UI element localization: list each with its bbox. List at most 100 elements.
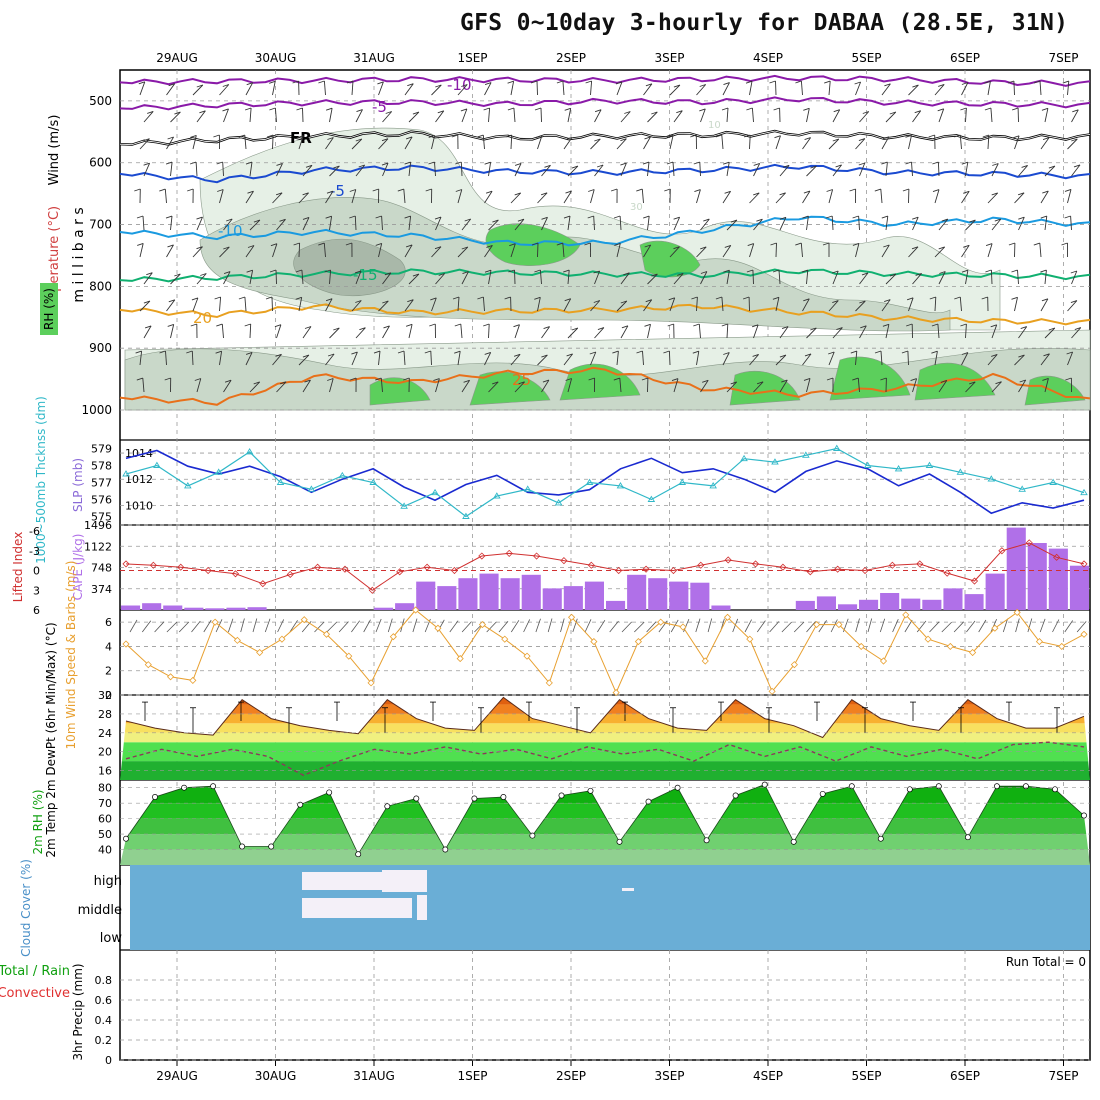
wind-barb [987,192,999,204]
wind-barb [143,163,151,177]
wind-barb [484,82,492,96]
thickness-point [122,470,130,477]
wind-speed-point [412,606,420,614]
wind-barb [775,242,777,258]
surface-wind-barb [1002,618,1008,633]
wind-barb-flag [247,245,255,248]
wind-barb-flag [530,80,538,84]
wind-barb [245,352,253,366]
wind-barb-flag [215,350,222,354]
thickness-point [431,488,439,496]
wind-barb-flag [437,110,444,114]
wind-barb-flag [991,192,998,196]
wind-speed-point [701,657,709,665]
wind-barb-flag [1048,327,1055,331]
wind-barb [408,273,420,285]
wind-barb-flag [702,379,709,383]
wind-barb-flag [355,138,362,142]
cape-bar [542,588,562,610]
wind-barb-flag [803,107,810,111]
wind-barb [378,300,389,312]
wind-barb [828,351,835,366]
wind-barb [1014,192,1025,204]
rh-point [123,835,129,842]
wind-barb [567,216,571,231]
lifted-index-point [149,561,157,569]
wind-barb-flag [881,161,888,165]
wind-barb-flag [564,107,571,111]
rh-point [558,792,565,799]
surface-wind-barb [141,620,152,633]
wind-barb-flag [302,354,310,358]
lifted-index-point [615,566,623,575]
wind-barb [802,298,810,312]
wind-barb-flag [245,351,253,355]
wind-barb-flag [189,161,197,165]
wind-barb-flag [644,323,651,327]
wind-barb [431,297,437,312]
wind-barb-flag [397,350,405,354]
isotherm-line--10b [119,215,1091,247]
wind-barb [272,192,283,204]
wind-speed-point [122,640,130,648]
wind-barb [594,270,601,285]
wind-barb [696,189,701,204]
pressure-axis-label: m i l l i b a r s [71,207,87,302]
wind-barb [249,162,253,177]
lifted-index-point [1053,553,1061,561]
wind-barb [673,273,684,285]
wind-barb-flag [781,326,789,330]
wind-barb [590,189,595,204]
wind-barb-flag [238,134,245,138]
wind-barb [1017,269,1019,285]
wind-barb-flag [858,138,866,142]
date-label-bottom: 6SEP [950,1069,980,1083]
wind-speed-point [813,621,821,629]
wind-barb-flag [937,108,944,112]
wind-barb-flag [938,83,945,87]
wind-barb-flag [636,350,643,354]
wind-barb [775,297,780,312]
wind-barb-flag [451,134,458,138]
wind-barb-flag [302,192,309,196]
wind-barb [934,189,940,204]
surface-wind-barb [634,621,645,633]
wind-barb-flag [584,242,591,246]
wind-barb-flag [1017,192,1025,196]
lifted-index-point [861,566,869,575]
wind-barb-flag [742,296,750,300]
wind-barb-flag [137,242,144,246]
surface-wind-barb [498,620,509,633]
rh-point [355,851,362,858]
cape-bar [943,588,963,610]
lifted-index-point [478,552,486,560]
wind-barb [539,269,542,285]
wind-barb-flag [1018,216,1025,220]
wind-barb [726,107,729,123]
thickness-point [554,499,563,506]
wind-barb-flag [828,351,835,355]
wind-barb-flag [801,269,808,273]
wind-speed-point [612,689,620,697]
wind-barb-flag [961,82,969,85]
pressure-tick-label: 700 [89,218,112,232]
wind-barb [166,136,174,150]
lifted-index-point [341,565,349,573]
contour-label: FR [290,129,312,147]
wind-barb-flag [381,138,389,142]
wind-barb-flag [304,379,311,383]
wind-barb [669,84,681,96]
wind-barb [908,135,912,150]
wind-barb-flag [588,377,595,381]
wind-barb-flag [724,244,731,248]
surface-wind-barb [929,621,940,633]
wind-barb-flag [541,354,548,358]
wind-barb-flag [1040,269,1047,273]
wind-barb-flag [981,296,988,300]
cape-bar [816,596,836,610]
cape-bar [964,594,984,610]
wind-barb [275,269,277,285]
wind-barb [435,110,445,123]
wind-barb [594,164,604,177]
wind-barb [196,216,203,231]
